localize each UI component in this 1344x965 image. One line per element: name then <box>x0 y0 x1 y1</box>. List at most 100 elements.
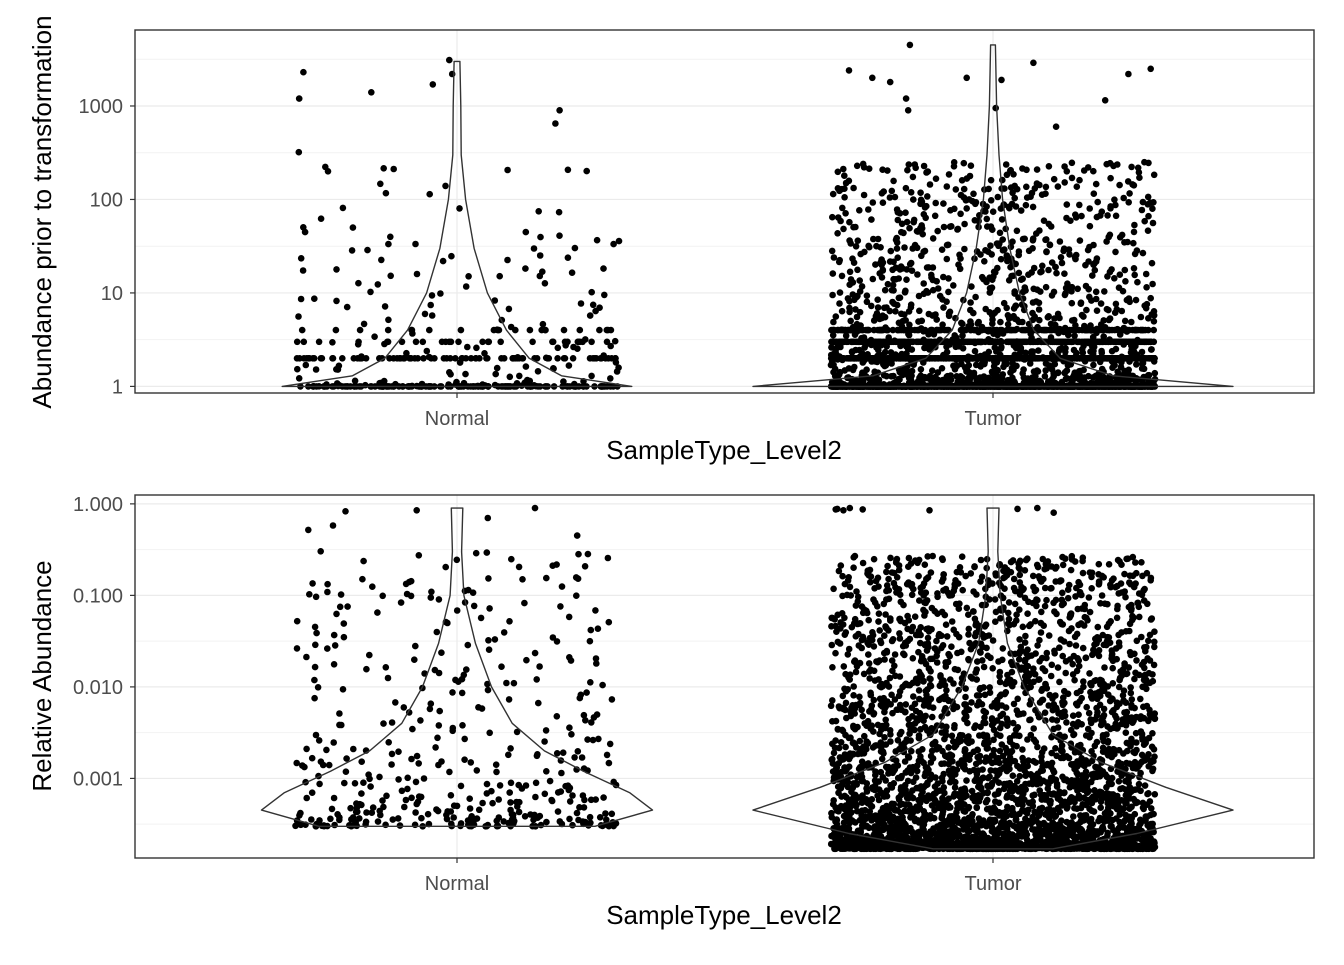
data-point <box>1145 315 1152 322</box>
data-point <box>1080 349 1087 356</box>
data-point <box>863 342 870 349</box>
data-point <box>1143 339 1150 346</box>
data-point <box>1098 300 1105 307</box>
data-point <box>593 655 600 662</box>
data-point <box>296 812 303 819</box>
data-point <box>856 207 863 214</box>
data-point <box>299 327 306 334</box>
data-point <box>454 607 461 614</box>
data-point <box>950 363 957 370</box>
data-point <box>340 205 347 212</box>
data-point <box>1056 315 1063 322</box>
data-point <box>433 806 440 813</box>
data-point <box>830 191 837 198</box>
data-point <box>438 649 445 656</box>
data-point <box>323 747 330 754</box>
data-point <box>1122 278 1129 285</box>
data-point <box>385 675 392 682</box>
data-point <box>1107 205 1114 212</box>
data-point <box>874 296 881 303</box>
data-point <box>527 327 534 334</box>
data-point <box>959 374 966 381</box>
data-point <box>395 815 402 822</box>
data-point <box>566 724 573 731</box>
data-point <box>522 265 529 272</box>
data-point <box>883 569 890 576</box>
data-point <box>523 229 530 236</box>
data-point <box>303 654 310 661</box>
data-point <box>426 191 433 198</box>
data-point <box>985 248 992 255</box>
data-point <box>1091 190 1098 197</box>
data-point <box>485 515 492 522</box>
data-point <box>303 746 310 753</box>
data-point <box>607 741 614 748</box>
panel-relative-abundance: Relative Abundance SampleType_Level2 Nor… <box>27 494 1314 930</box>
data-point <box>320 762 327 769</box>
data-point <box>1107 269 1114 276</box>
data-point <box>836 188 843 195</box>
data-point <box>523 657 530 664</box>
data-point <box>422 311 429 318</box>
data-point <box>1049 259 1056 266</box>
data-point <box>497 782 504 789</box>
data-point <box>874 359 881 366</box>
data-point <box>396 355 403 362</box>
data-point <box>877 259 884 266</box>
data-point <box>1053 270 1060 277</box>
data-point <box>556 232 563 239</box>
data-point <box>378 257 385 264</box>
data-point <box>353 800 360 807</box>
data-point <box>850 279 857 286</box>
data-point <box>476 807 483 814</box>
data-point <box>1014 186 1021 193</box>
data-point <box>426 327 433 334</box>
data-point <box>461 756 468 763</box>
data-point <box>1010 367 1017 374</box>
data-point <box>1109 577 1116 584</box>
data-point <box>507 745 514 752</box>
data-point <box>1123 339 1130 346</box>
data-point <box>889 188 896 195</box>
data-point <box>1023 202 1030 209</box>
data-point <box>861 192 868 199</box>
data-point <box>834 344 841 351</box>
data-point <box>904 167 911 174</box>
data-point <box>1113 346 1120 353</box>
data-point <box>582 563 589 570</box>
data-point <box>489 800 496 807</box>
data-point <box>606 760 613 767</box>
data-point <box>594 237 601 244</box>
data-point <box>569 822 576 829</box>
data-point <box>1133 355 1140 362</box>
data-point <box>888 248 895 255</box>
data-point <box>918 325 925 332</box>
data-point <box>963 75 970 82</box>
data-point <box>380 720 387 727</box>
data-point <box>558 770 565 777</box>
data-point <box>1140 199 1147 206</box>
data-point <box>939 321 946 328</box>
data-point <box>1074 183 1081 190</box>
data-point <box>894 574 901 581</box>
data-point <box>440 258 447 265</box>
data-point <box>971 370 978 377</box>
data-point <box>350 224 357 231</box>
data-point <box>449 728 456 735</box>
data-point <box>1018 207 1025 214</box>
data-point <box>562 783 569 790</box>
data-point <box>579 754 586 761</box>
data-point <box>331 661 338 668</box>
data-point <box>613 359 620 366</box>
data-point <box>991 355 998 362</box>
data-point <box>957 266 964 273</box>
data-point <box>1039 263 1046 270</box>
data-point <box>585 822 592 829</box>
data-point <box>401 804 408 811</box>
data-point <box>1124 239 1131 246</box>
data-point <box>492 371 499 378</box>
data-point <box>583 168 590 175</box>
data-point <box>989 226 996 233</box>
data-point <box>559 583 566 590</box>
data-point <box>428 589 435 596</box>
